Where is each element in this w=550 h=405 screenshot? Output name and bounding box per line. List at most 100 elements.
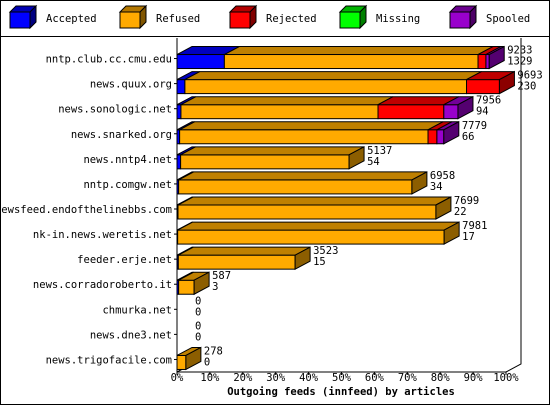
accepted-label: 17 — [462, 231, 475, 243]
offered-label: 587 — [212, 270, 231, 282]
y-tick-label: nntp.comgw.net — [83, 179, 172, 191]
bar-segment — [178, 279, 195, 295]
bar-end — [411, 171, 428, 195]
bar-end — [193, 271, 210, 296]
x-tick-label: 50% — [332, 372, 352, 384]
y-tick-label: feeder.erje.net — [77, 254, 172, 266]
bar-segment — [176, 54, 225, 70]
offered-label: 6958 — [430, 170, 455, 182]
bar-end — [488, 45, 505, 70]
offered-label: 9233 — [507, 45, 532, 57]
accepted-label: 0 — [195, 331, 201, 343]
bar-segment — [377, 104, 445, 120]
x-tick-label: 60% — [365, 372, 385, 384]
y-tick-label: news.snarked.org — [71, 129, 172, 141]
bar-segment — [466, 79, 500, 95]
bar-segment-top — [177, 196, 452, 206]
x-tick-label: 20% — [233, 372, 253, 384]
y-tick-label: news.corradoroberto.it — [33, 279, 172, 291]
bar-segment — [177, 204, 437, 220]
bar-segment — [176, 354, 187, 370]
bar-segment-top — [224, 46, 494, 56]
offered-label: 9693 — [517, 70, 542, 82]
legend-swatch-side — [29, 4, 37, 30]
bar-end — [457, 95, 474, 120]
offered-label: 7981 — [462, 220, 487, 232]
x-tick-label: 100% — [493, 372, 519, 384]
accepted-label: 1329 — [507, 56, 532, 68]
offered-label: 7699 — [454, 195, 479, 207]
x-tick-label: 40% — [299, 372, 319, 384]
y-tick-label: chmurka.net — [102, 304, 172, 316]
bar-segment — [180, 154, 350, 170]
bar-end — [443, 221, 460, 245]
bar-end — [498, 70, 515, 95]
bar-segment — [176, 79, 186, 95]
bar-segment — [223, 54, 479, 70]
legend-swatch-side — [249, 4, 257, 30]
legend-swatch — [229, 11, 251, 29]
bar-segment-top — [180, 146, 365, 156]
bar-segment-top — [177, 221, 460, 231]
bar-segment — [177, 254, 296, 270]
accepted-label: 15 — [313, 256, 326, 268]
x-tick-label: 0% — [171, 372, 184, 384]
bar-segment — [436, 129, 445, 145]
y-tick-label: news.sonologic.net — [58, 104, 172, 116]
bar-segment — [176, 104, 182, 120]
legend-label: Refused — [156, 13, 200, 25]
bar-segment — [184, 79, 468, 95]
offered-label: 5137 — [367, 145, 392, 157]
bar-segment-top — [178, 171, 428, 181]
bar-segment — [477, 54, 487, 70]
bar-segment — [180, 104, 379, 120]
offered-label: 278 — [204, 345, 223, 357]
bar-end — [294, 246, 311, 270]
legend-swatch — [339, 11, 361, 29]
accepted-label: 22 — [454, 206, 467, 218]
bar-end — [443, 120, 460, 145]
accepted-label: 54 — [367, 156, 380, 168]
legend-label: Rejected — [266, 13, 317, 25]
x-tick-label: 80% — [431, 372, 451, 384]
legend-swatch — [119, 11, 141, 29]
offered-label: 7779 — [462, 120, 487, 132]
legend-swatch — [449, 11, 471, 29]
bar-end — [435, 196, 452, 220]
y-tick-label: news.quux.org — [90, 79, 172, 91]
bar-segment-top — [180, 96, 394, 106]
y-tick-label: nntp.club.cc.cmu.edu — [46, 54, 172, 66]
y-tick-label: nk-in.news.weretis.net — [33, 229, 172, 241]
accepted-label: 94 — [476, 106, 489, 118]
x-axis-title: Outgoing feeds (innfeed) by articles — [227, 386, 455, 398]
offered-label: 0 — [195, 320, 201, 332]
y-tick-label: news.trigofacile.com — [46, 354, 172, 366]
legend-swatch-side — [139, 4, 147, 30]
legend-label: Spooled — [486, 13, 530, 25]
bar-segment-top — [184, 71, 482, 81]
bar-segment-top — [179, 121, 444, 131]
accepted-label: 34 — [430, 181, 443, 193]
bar-segment — [443, 104, 459, 120]
y-tick-label: newsfeed.endofthelinebbs.com — [0, 204, 172, 216]
bar-end — [348, 146, 365, 170]
x-tick-label: 70% — [398, 372, 418, 384]
accepted-label: 0 — [195, 306, 201, 318]
bar-segment — [176, 154, 182, 170]
bar-segment — [178, 179, 413, 195]
offered-label: 3523 — [313, 245, 338, 257]
legend-swatch — [9, 11, 31, 29]
x-tick-label: 90% — [464, 372, 484, 384]
bar-segment — [177, 229, 445, 245]
accepted-label: 3 — [212, 281, 218, 293]
legend-swatch-side — [359, 4, 367, 30]
accepted-label: 66 — [462, 131, 475, 143]
offered-label: 7956 — [476, 95, 501, 107]
y-tick-label: news.nntp4.net — [83, 154, 172, 166]
y-tick-label: news.dne3.net — [90, 329, 172, 341]
offered-label: 0 — [195, 295, 201, 307]
bar-segment-top — [178, 246, 311, 256]
accepted-label: 0 — [204, 356, 210, 368]
x-tick-label: 10% — [200, 372, 220, 384]
